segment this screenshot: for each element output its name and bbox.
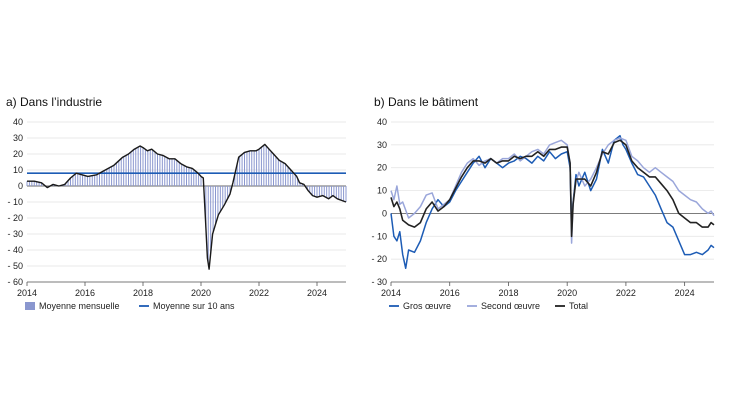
y-tick-label: 20 bbox=[377, 163, 387, 173]
panel-batiment: b) Dans le bâtiment 40 30 20 10 0 - 10 - 20 - 3… bbox=[371, 95, 715, 311]
y-tick-label: - 40 bbox=[7, 245, 23, 255]
legend-label-second-uvre: Second œuvre bbox=[481, 301, 540, 311]
x-tick-label: 2016 bbox=[75, 288, 95, 298]
y-tick-label: 10 bbox=[377, 186, 387, 196]
y-tick-label: - 10 bbox=[371, 231, 387, 241]
x-tick-label: 2024 bbox=[307, 288, 327, 298]
panel-a-lines bbox=[27, 143, 347, 270]
y-tick-label: - 50 bbox=[7, 261, 23, 271]
series-total bbox=[390, 139, 715, 238]
legend-label-gros-uvre: Gros œuvre bbox=[403, 301, 451, 311]
y-tick-label: - 20 bbox=[371, 254, 387, 264]
y-tick-label: 40 bbox=[13, 117, 23, 127]
legend-label-moyenne-sur-10-ans: Moyenne sur 10 ans bbox=[153, 301, 235, 311]
y-tick-label: 10 bbox=[13, 165, 23, 175]
y-tick-label: 40 bbox=[377, 117, 387, 127]
y-tick-label: 0 bbox=[18, 181, 23, 191]
x-tick-label: 2022 bbox=[616, 288, 636, 298]
series-second-uvre bbox=[390, 137, 715, 244]
y-tick-label: - 10 bbox=[7, 197, 23, 207]
legend-swatch-moyenne-mensuelle bbox=[25, 302, 35, 310]
x-tick-label: 2020 bbox=[191, 288, 211, 298]
x-tick-label: 2016 bbox=[440, 288, 460, 298]
panel-a-gridlines bbox=[27, 121, 346, 283]
panel-b-title: b) Dans le bâtiment bbox=[374, 95, 479, 109]
x-tick-label: 2020 bbox=[557, 288, 577, 298]
y-tick-label: 0 bbox=[382, 208, 387, 218]
y-tick-label: - 20 bbox=[7, 213, 23, 223]
y-tick-label: 30 bbox=[13, 133, 23, 143]
y-tick-label: 30 bbox=[377, 140, 387, 150]
x-tick-label: 2014 bbox=[381, 288, 401, 298]
panel-b-legend: Gros œuvre Second œuvre Total bbox=[389, 301, 588, 311]
x-tick-label: 2018 bbox=[133, 288, 153, 298]
x-tick-label: 2018 bbox=[498, 288, 518, 298]
x-tick-label: 2022 bbox=[249, 288, 269, 298]
legend-label-total: Total bbox=[569, 301, 588, 311]
panel-industrie: a) Dans l’industrie 40 30 20 10 0 - 10 - 20 - 3… bbox=[6, 95, 347, 311]
panel-a-legend: Moyenne mensuelle Moyenne sur 10 ans bbox=[25, 301, 235, 311]
panel-b-lines bbox=[390, 134, 715, 270]
x-tick-label: 2014 bbox=[17, 288, 37, 298]
series-gros-uvre bbox=[390, 134, 715, 270]
panel-a-bars bbox=[26, 145, 347, 264]
y-tick-label: 20 bbox=[13, 149, 23, 159]
series-moyenne-mensuelle-line bbox=[27, 143, 347, 270]
y-tick-label: - 60 bbox=[7, 277, 23, 287]
y-tick-label: - 30 bbox=[7, 229, 23, 239]
x-tick-label: 2024 bbox=[675, 288, 695, 298]
legend-label-moyenne-mensuelle: Moyenne mensuelle bbox=[39, 301, 120, 311]
y-tick-label: - 30 bbox=[371, 277, 387, 287]
panel-a-title: a) Dans l’industrie bbox=[6, 95, 102, 109]
